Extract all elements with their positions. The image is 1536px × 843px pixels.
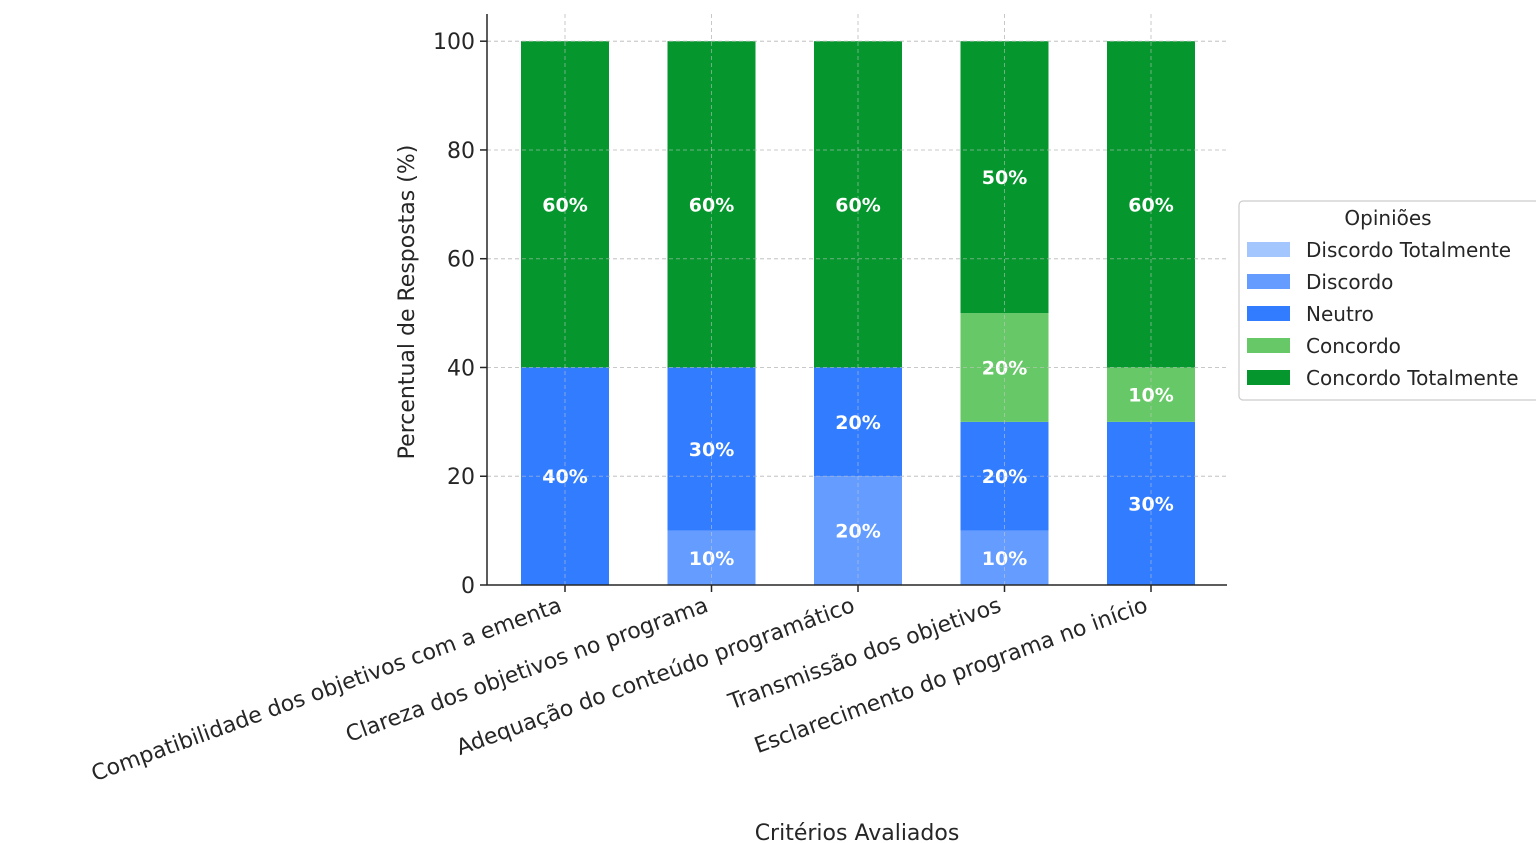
legend-title: Opiniões bbox=[1344, 206, 1431, 230]
bar-value-label: 20% bbox=[982, 357, 1027, 379]
legend-swatch bbox=[1247, 338, 1290, 353]
legend-swatch bbox=[1247, 306, 1290, 321]
y-tick-label: 60 bbox=[447, 248, 475, 273]
bar-value-label: 20% bbox=[835, 521, 880, 543]
y-tick-label: 80 bbox=[447, 139, 475, 164]
y-tick-label: 40 bbox=[447, 356, 475, 381]
x-axis-title: Critérios Avaliados bbox=[755, 821, 960, 843]
legend-swatch bbox=[1247, 242, 1290, 257]
legend-label: Discordo Totalmente bbox=[1306, 238, 1511, 262]
bar-segment bbox=[814, 476, 902, 585]
legend-label: Concordo Totalmente bbox=[1306, 366, 1519, 390]
legend-label: Concordo bbox=[1306, 334, 1401, 358]
legend-box bbox=[1238, 200, 1536, 401]
y-axis-title: Percentual de Respostas (%) bbox=[395, 145, 420, 460]
y-tick-label: 20 bbox=[447, 465, 475, 490]
legend-label: Discordo bbox=[1306, 270, 1393, 294]
legend: Opiniões Discordo Totalmente Discordo Neutr… bbox=[1238, 200, 1536, 401]
legend-label: Neutro bbox=[1306, 302, 1374, 326]
y-tick-label: 100 bbox=[433, 30, 475, 55]
y-tick-label: 0 bbox=[461, 574, 475, 599]
legend-swatch bbox=[1247, 370, 1290, 385]
bar-value-label: 10% bbox=[982, 548, 1027, 570]
legend-swatch bbox=[1247, 274, 1290, 289]
bar-value-label: 10% bbox=[689, 548, 734, 570]
